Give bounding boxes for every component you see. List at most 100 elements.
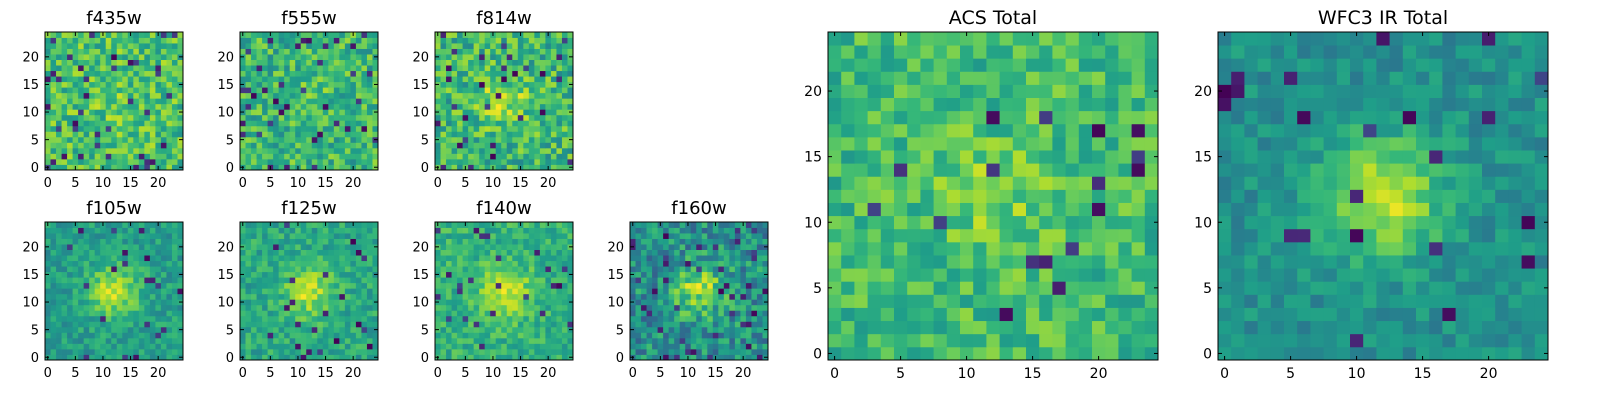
heatmap-cell	[473, 354, 480, 361]
heatmap-cell	[350, 315, 357, 322]
heatmap-cell	[61, 277, 68, 284]
heatmap-cell	[122, 244, 129, 250]
heatmap-cell	[149, 54, 156, 60]
heatmap-cell	[155, 70, 162, 77]
heatmap-cell	[333, 266, 340, 273]
heatmap-cell	[61, 348, 68, 355]
heatmap-cell	[306, 147, 313, 154]
heatmap-cell	[122, 114, 129, 121]
heatmap-cell	[171, 354, 178, 361]
heatmap-cell	[718, 277, 725, 284]
heatmap-cell	[545, 249, 552, 256]
heatmap-cell	[155, 87, 162, 94]
heatmap-cell	[78, 103, 85, 110]
heatmap-cell	[273, 43, 280, 49]
heatmap-cell	[440, 65, 447, 72]
heatmap-cell	[83, 315, 90, 322]
heatmap-cell	[468, 337, 475, 344]
heatmap-cell	[344, 125, 351, 132]
heatmap-cell	[523, 332, 530, 339]
heatmap-cell	[745, 271, 752, 278]
heatmap-cell	[72, 321, 79, 328]
heatmap-cell	[284, 222, 291, 228]
heatmap-cell	[284, 288, 291, 295]
heatmap-cell	[355, 271, 362, 278]
heatmap-cell	[473, 326, 480, 333]
heatmap-cell	[56, 153, 62, 160]
heatmap-cell	[89, 98, 96, 105]
heatmap-cell	[133, 153, 140, 160]
heatmap-cell	[1078, 281, 1093, 295]
heatmap-cell	[116, 227, 123, 234]
heatmap-cell	[501, 332, 508, 339]
heatmap-cell	[539, 233, 546, 239]
heatmap-cell	[550, 337, 557, 344]
heatmap-cell	[523, 282, 530, 289]
heatmap-cell	[155, 233, 162, 239]
heatmap-cell	[322, 109, 329, 116]
heatmap-cell	[111, 131, 118, 138]
heatmap-cell	[144, 136, 151, 143]
heatmap-cell	[1092, 163, 1106, 177]
heatmap-cell	[50, 136, 57, 143]
heatmap-cell	[361, 103, 368, 110]
heatmap-cell	[561, 136, 568, 143]
heatmap-cell	[72, 293, 79, 300]
heatmap-cell	[289, 131, 296, 138]
heatmap-cell	[240, 348, 246, 355]
heatmap-cell	[707, 337, 714, 344]
heatmap-cell	[523, 249, 530, 256]
heatmap-cell	[67, 48, 73, 55]
heatmap-cell	[920, 176, 934, 190]
heatmap-cell	[361, 131, 368, 138]
heatmap-cell	[1065, 228, 1080, 243]
heatmap-cell	[457, 238, 463, 245]
heatmap-cell	[1118, 255, 1132, 269]
heatmap-cell	[550, 332, 557, 339]
heatmap-cell	[718, 227, 725, 234]
heatmap-cell	[251, 260, 257, 267]
heatmap-cell	[501, 87, 508, 94]
heatmap-cell	[723, 233, 730, 239]
heatmap-cell	[105, 310, 112, 317]
heatmap-cell	[657, 227, 664, 234]
heatmap-cell	[718, 271, 725, 278]
heatmap-cell	[284, 304, 291, 311]
heatmap-cell	[295, 238, 302, 245]
heatmap-cell	[344, 233, 351, 239]
heatmap-cell	[657, 282, 664, 289]
heatmap-cell	[854, 307, 868, 322]
heatmap-cell	[166, 332, 173, 339]
heatmap-cell	[756, 343, 763, 350]
heatmap-cell	[523, 277, 530, 284]
heatmap-cell	[306, 260, 313, 267]
heatmap-cell	[245, 142, 252, 149]
heatmap-cell	[300, 222, 307, 228]
x-tick-label: 15	[317, 366, 334, 381]
heatmap-cell	[751, 222, 758, 228]
heatmap-cell	[171, 326, 178, 333]
heatmap-cell	[986, 255, 1000, 269]
heatmap-cell	[333, 147, 340, 154]
heatmap-cell	[880, 150, 895, 164]
heatmap-cell	[45, 233, 51, 239]
heatmap-cell	[372, 87, 379, 94]
heatmap-cell	[762, 266, 769, 273]
heatmap-cell	[177, 98, 184, 105]
heatmap-cell	[289, 321, 296, 328]
heatmap-cell	[256, 354, 263, 361]
heatmap-cell	[100, 315, 107, 322]
heatmap-cell	[78, 153, 85, 160]
heatmap-cell	[355, 249, 362, 256]
heatmap-cell	[729, 249, 736, 256]
heatmap-cell	[122, 147, 129, 154]
heatmap-cell	[556, 227, 563, 234]
heatmap-cell	[138, 271, 145, 278]
heatmap-cell	[933, 228, 948, 243]
heatmap-cell	[440, 282, 447, 289]
heatmap-cell	[462, 109, 469, 116]
heatmap-cell	[317, 136, 324, 143]
heatmap-cell	[1026, 202, 1040, 217]
heatmap-cell	[718, 321, 725, 328]
